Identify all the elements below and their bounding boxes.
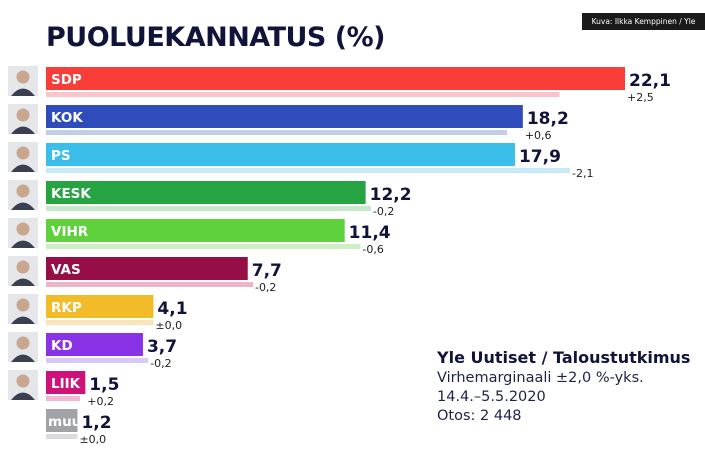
portrait-vas <box>8 256 38 286</box>
bar-label-liik: LIIK <box>51 376 81 392</box>
bar-label-muut: muut <box>48 414 88 430</box>
prev-bar-liik <box>46 396 81 401</box>
bar-rkp <box>46 295 154 318</box>
change-label-rkp: ±0,0 <box>155 319 182 332</box>
prev-bar-muut <box>46 434 78 439</box>
bar-label-sdp: SDP <box>51 72 82 88</box>
value-label-kesk: 12,2 <box>370 185 412 205</box>
change-label-vihr: -0,6 <box>362 243 383 256</box>
change-label-sdp: +2,5 <box>627 91 654 104</box>
bar-vihr <box>46 219 345 242</box>
value-label-vas: 7,7 <box>252 261 282 281</box>
bar-liik <box>46 371 86 394</box>
change-label-kesk: -0,2 <box>373 205 394 218</box>
bar-muut <box>46 409 78 432</box>
chart-title: PUOLUEKANNATUS (%) <box>46 22 386 53</box>
portrait-liik <box>8 370 38 400</box>
bar-label-kd: KD <box>51 338 73 354</box>
prev-bar-kesk <box>46 206 371 211</box>
change-label-kok: +0,6 <box>525 129 552 142</box>
survey-period: 14.4.–5.5.2020 <box>437 389 546 405</box>
value-label-muut: 1,2 <box>81 413 111 433</box>
change-label-muut: ±0,0 <box>79 433 106 446</box>
value-label-sdp: 22,1 <box>629 71 671 91</box>
bar-kesk <box>46 181 366 204</box>
portrait-sdp <box>8 66 38 96</box>
bar-label-kok: KOK <box>51 110 83 126</box>
sample-size: Otos: 2 448 <box>437 408 522 424</box>
prev-bar-rkp <box>46 320 154 325</box>
value-label-ps: 17,9 <box>519 147 561 167</box>
portrait-kd <box>8 332 38 362</box>
bar-vas <box>46 257 248 280</box>
portrait-rkp <box>8 294 38 324</box>
prev-bar-sdp <box>46 92 560 97</box>
prev-bar-kok <box>46 130 508 135</box>
change-label-ps: -2,1 <box>572 167 593 180</box>
portrait-kok <box>8 104 38 134</box>
change-label-kd: -0,2 <box>150 357 171 370</box>
source-title: Yle Uutiset / Taloustutkimus <box>437 348 691 367</box>
value-label-liik: 1,5 <box>89 375 119 395</box>
bar-kd <box>46 333 143 356</box>
bar-label-kesk: KESK <box>51 186 91 202</box>
portrait-ps <box>8 142 38 172</box>
value-label-vihr: 11,4 <box>349 223 391 243</box>
portrait-vihr <box>8 218 38 248</box>
bar-label-vihr: VIHR <box>51 224 89 240</box>
bar-sdp <box>46 67 626 90</box>
bar-label-vas: VAS <box>51 262 81 278</box>
photo-credit: Kuva: Ilkka Kemppinen / Yle <box>582 13 705 30</box>
bar-label-ps: PS <box>51 148 71 164</box>
change-label-vas: -0,2 <box>255 281 276 294</box>
prev-bar-ps <box>46 168 570 173</box>
value-label-kd: 3,7 <box>147 337 177 357</box>
portrait-kesk <box>8 180 38 210</box>
value-label-kok: 18,2 <box>527 109 569 129</box>
bar-kok <box>46 105 523 128</box>
prev-bar-vas <box>46 282 253 287</box>
bar-label-rkp: RKP <box>51 300 82 316</box>
prev-bar-vihr <box>46 244 361 249</box>
bar-ps <box>46 143 515 166</box>
value-label-rkp: 4,1 <box>157 299 187 319</box>
source-info: Yle Uutiset / Taloustutkimus Virhemargin… <box>437 348 690 426</box>
error-margin: Virhemarginaali ±2,0 %-yks. <box>437 370 644 386</box>
change-label-liik: +0,2 <box>87 395 114 408</box>
prev-bar-kd <box>46 358 149 363</box>
